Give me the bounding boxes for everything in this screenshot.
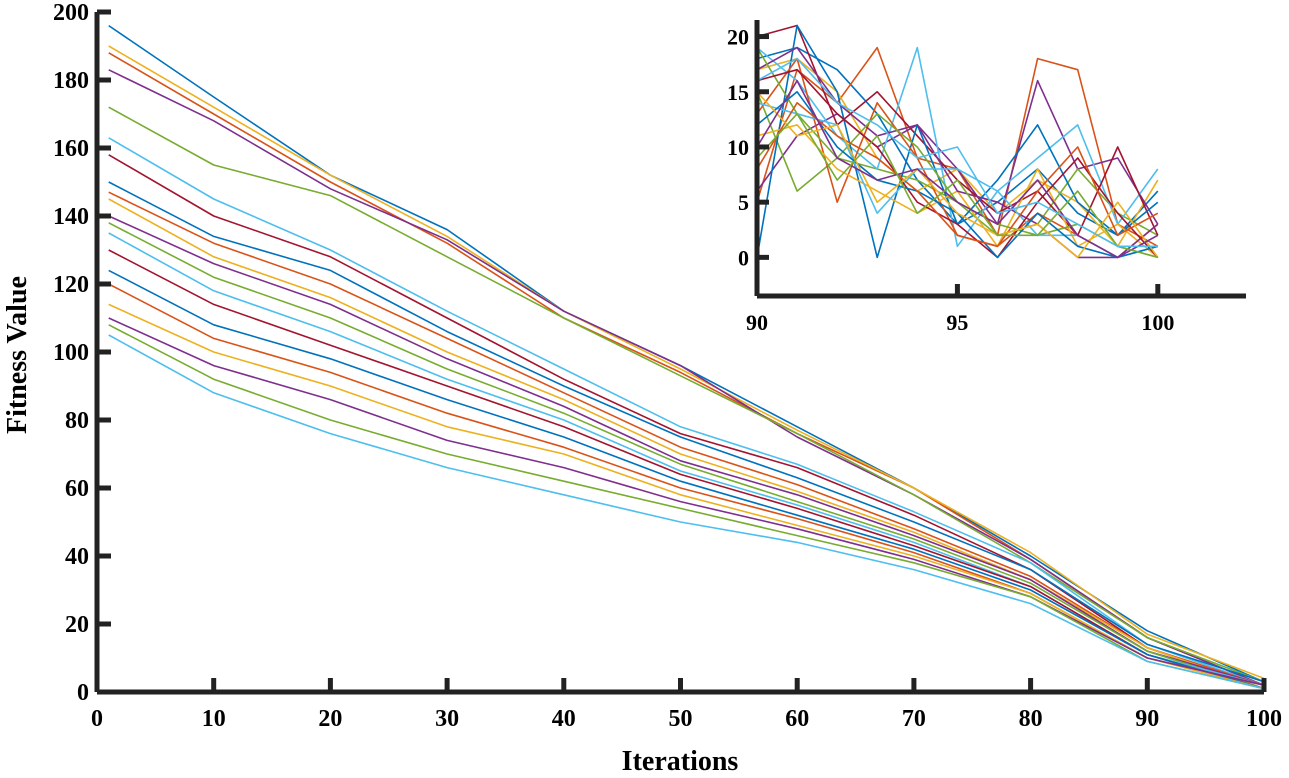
inset-series-line-11 bbox=[756, 46, 1159, 259]
main-x-tick-label: 30 bbox=[435, 706, 459, 732]
x-axis-title: Iterations bbox=[622, 746, 739, 777]
main-x-tick-label: 60 bbox=[785, 706, 809, 732]
inset-x-tick-label: 95 bbox=[946, 310, 968, 335]
main-series-line-3 bbox=[108, 45, 1265, 680]
main-x-tick-label: 0 bbox=[91, 706, 103, 732]
inset-series-line-19 bbox=[756, 113, 1159, 259]
main-x-tick-label: 70 bbox=[902, 706, 926, 732]
main-x-tick-label: 50 bbox=[669, 706, 693, 732]
main-y-tick-label: 80 bbox=[65, 408, 89, 434]
main-y-tick-label: 60 bbox=[65, 476, 89, 502]
inset-series-line-6 bbox=[756, 46, 1159, 248]
inset-series-line-18 bbox=[756, 79, 1159, 259]
main-y-tick-label: 160 bbox=[53, 136, 89, 162]
main-y-tick-label: 120 bbox=[53, 272, 89, 298]
main-series-line-15 bbox=[108, 269, 1265, 690]
main-series-line-10 bbox=[108, 198, 1265, 690]
main-series-line-19 bbox=[108, 324, 1265, 690]
main-y-tick-label: 20 bbox=[65, 612, 89, 638]
main-x-tick-label: 20 bbox=[318, 706, 342, 732]
main-series-line-6 bbox=[108, 137, 1265, 686]
main-x-tick-label: 10 bbox=[202, 706, 226, 732]
inset-series-line-20 bbox=[756, 57, 1158, 248]
main-series-line-11 bbox=[108, 215, 1265, 686]
main-y-tick-label: 100 bbox=[53, 340, 89, 366]
main-series-line-14 bbox=[108, 249, 1265, 690]
main-series-line-5 bbox=[108, 106, 1265, 683]
main-x-tick-label: 40 bbox=[552, 706, 576, 732]
main-x-tick-label: 100 bbox=[1246, 706, 1282, 732]
main-series-line-17 bbox=[108, 303, 1265, 690]
inset-series-line-16 bbox=[756, 102, 1159, 248]
main-series-line-12 bbox=[108, 222, 1265, 690]
inset-y-tick-label: 15 bbox=[727, 80, 749, 105]
main-y-tick-label: 40 bbox=[65, 544, 89, 570]
main-y-tick-label: 140 bbox=[53, 204, 89, 230]
inset-x-tick-label: 100 bbox=[1141, 310, 1174, 335]
main-y-tick-label: 180 bbox=[53, 68, 89, 94]
main-series-line-7 bbox=[108, 154, 1265, 690]
inset-y-tick-label: 0 bbox=[738, 245, 749, 270]
inset-y-tick-label: 20 bbox=[727, 25, 749, 50]
inset-y-tick-label: 10 bbox=[727, 135, 749, 160]
main-plot: 0 10 20 30 40 50 60 70 80 90 100020406080100120140… bbox=[53, 0, 1282, 732]
main-y-tick-label: 200 bbox=[53, 0, 89, 26]
main-y-tick-label: 0 bbox=[77, 680, 89, 706]
main-series-line-8 bbox=[108, 181, 1265, 683]
main-series-line-18 bbox=[108, 317, 1265, 686]
inset-series-line-17 bbox=[756, 91, 1159, 259]
main-x-tick-label: 80 bbox=[1019, 706, 1043, 732]
inset-plot: 90 95 100 0 5 10 15 20 bbox=[727, 20, 1246, 335]
main-series-line-9 bbox=[108, 191, 1265, 686]
main-x-tick-label: 90 bbox=[1135, 706, 1159, 732]
inset-x-tick-label: 90 bbox=[746, 310, 768, 335]
inset-y-tick-label: 5 bbox=[738, 190, 749, 215]
inset-background bbox=[752, 18, 1247, 296]
main-series-line-4 bbox=[108, 69, 1265, 686]
main-series-line-20 bbox=[108, 334, 1265, 690]
y-axis-title: Fitness Value bbox=[2, 276, 33, 434]
